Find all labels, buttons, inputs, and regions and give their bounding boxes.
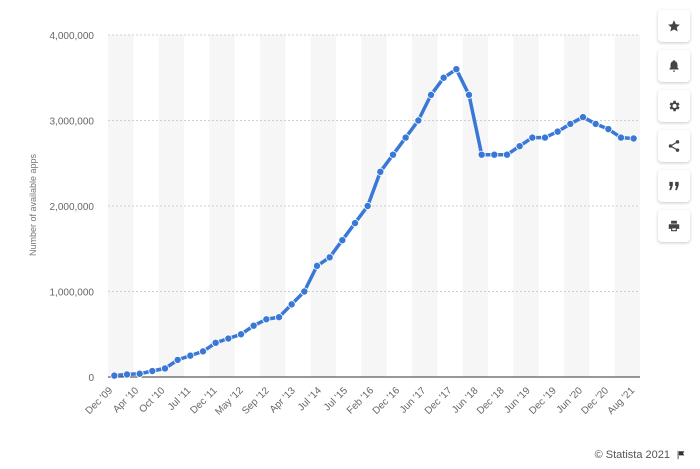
credit-text[interactable]: © Statista 2021 [594,449,670,461]
data-point [262,315,271,324]
column-band [614,35,640,377]
data-point [376,167,385,176]
cite-button[interactable] [658,170,690,202]
data-point [300,287,309,296]
y-tick-label: 3,000,000 [50,117,95,128]
x-tick-label: Apr '13 [268,385,298,415]
data-point [579,113,588,122]
data-series [110,65,638,380]
data-point [591,119,600,128]
data-point [363,201,372,210]
data-point [490,150,499,159]
footer-credit: © Statista 2021 [595,449,686,461]
data-point [541,133,550,142]
column-band [310,35,336,377]
flag-icon[interactable] [676,450,686,460]
data-point [388,150,397,159]
quote-icon [669,181,679,191]
x-tick-label: Dec '18 [475,385,507,417]
data-point [414,116,423,125]
notification-button[interactable] [658,50,690,82]
chart-toolbar [658,10,690,250]
data-point [629,134,638,143]
x-tick-label: Dec '09 [84,385,116,417]
y-tick-label: 1,000,000 [50,288,95,299]
data-point [502,150,511,159]
column-band [158,35,184,377]
data-point [274,313,283,322]
x-tick-label: Dec '17 [423,385,455,417]
data-point [198,347,207,356]
data-point [617,133,626,142]
data-point [110,371,119,380]
data-point [401,133,410,142]
y-axis-ticks: 0 1,000,000 2,000,000 3,000,000 4,000,000 [50,31,95,384]
data-point [515,142,524,151]
y-tick-label: 2,000,000 [50,202,95,213]
favorite-button[interactable] [658,10,690,42]
x-tick-label: Jul '14 [296,385,324,413]
data-point [249,321,258,330]
x-tick-label: Apr '10 [111,385,141,415]
star-icon [668,20,680,32]
data-point [452,65,461,74]
data-point [566,119,575,128]
data-point [604,125,613,134]
data-point [211,338,220,347]
data-point [236,330,245,339]
gear-icon [669,100,680,112]
data-point [287,300,296,309]
y-axis-label: Number of available apps [28,153,38,256]
x-tick-label: Feb '16 [345,385,376,416]
gridlines [108,34,640,292]
data-point [528,133,537,142]
y-tick-label: 4,000,000 [50,31,95,42]
data-point [123,370,132,379]
y-tick-label: 0 [88,373,94,384]
data-point [160,364,169,373]
x-tick-label: Oct '10 [137,385,167,415]
data-point [224,334,233,343]
x-tick-label: Sep '12 [240,385,272,417]
data-point [148,367,157,376]
share-button[interactable] [658,130,690,162]
x-tick-label: Dec '16 [371,385,403,417]
x-tick-label: Aug '21 [606,385,638,417]
data-point [325,253,334,262]
settings-button[interactable] [658,90,690,122]
x-tick-label: Dec '20 [579,385,611,417]
data-point [439,73,448,82]
data-point [426,90,435,99]
bell-icon [669,60,679,72]
data-point [477,150,486,159]
x-tick-label: Dec '19 [527,385,559,417]
data-point [186,351,195,360]
share-icon [668,140,680,152]
data-point [135,369,144,378]
data-point [312,261,321,270]
data-point [338,236,347,245]
data-point [173,355,182,364]
data-point [350,219,359,228]
x-tick-label: May '12 [213,385,246,418]
print-icon [668,220,680,232]
data-point [553,127,562,136]
print-button[interactable] [658,210,690,242]
data-point [464,90,473,99]
